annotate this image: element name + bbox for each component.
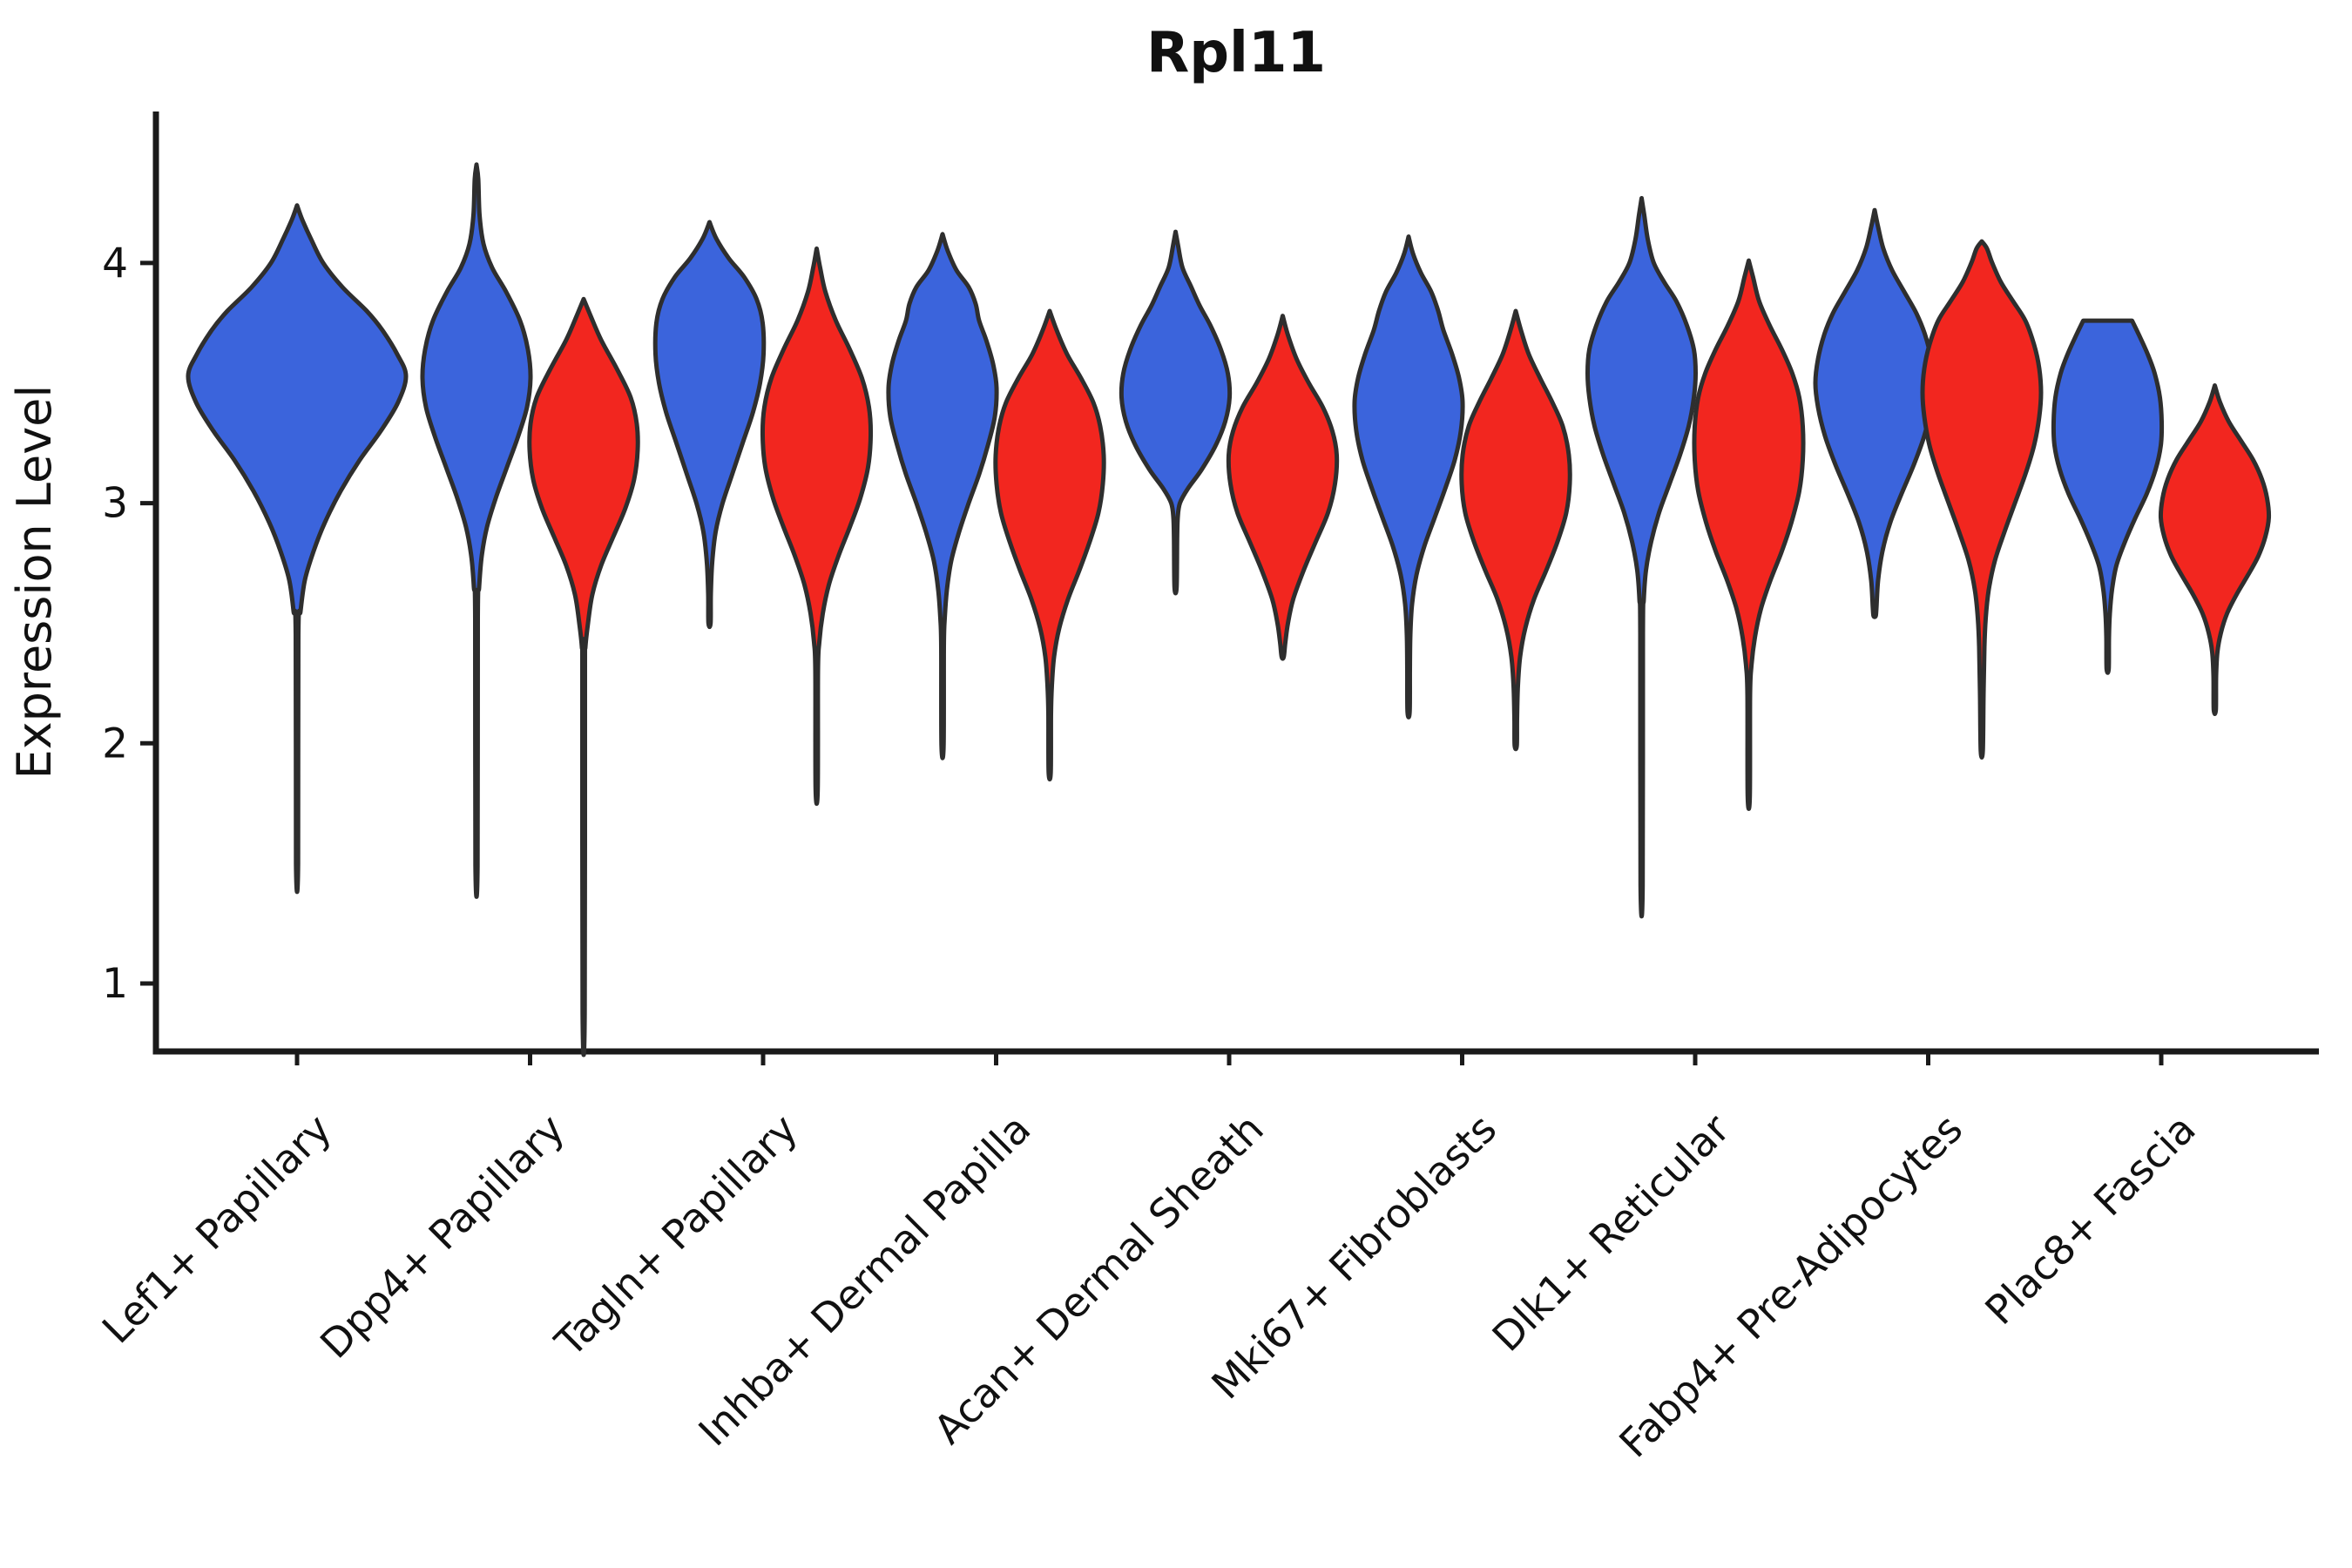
x-tick-label-8: Plac8+ Fascia [1976,1105,2204,1334]
violin-dpp4-group-blue [420,162,533,899]
violin-acan-group-blue [1119,229,1233,596]
y-tick-label-3: 3 [102,480,128,528]
violin-lef1-group-blue [186,203,409,895]
x-tick-label-1: Dpp4+ Papillary [311,1105,573,1368]
violin-dpp4-group-red [527,296,640,1058]
violin-inhba-group-red [993,308,1106,782]
violin-dlk1-group-red [1692,258,1806,811]
violin-mki67-group-red [1459,308,1572,752]
violin-tagln-group-red [760,246,874,807]
y-axis-label: Expression Level [7,385,62,780]
violin-tagln-group-blue [652,220,767,630]
violin-acan-group-red [1226,314,1340,661]
violin-mki67-group-blue [1352,234,1465,720]
x-tick-label-2: Tagln+ Papillary [545,1105,807,1367]
chart-title: Rpl11 [1146,21,1326,85]
violin-inhba-group-blue [886,232,999,760]
y-tick-label-4: 4 [102,240,128,287]
violin-dlk1-group-blue [1585,196,1698,919]
axes-layer [140,112,2319,1065]
y-tick-label-2: 2 [102,720,128,767]
x-tick-label-6: Dlk1+ Reticular [1484,1105,1739,1361]
violin-fabp4-group-red [1920,239,2044,760]
violins-layer [186,162,2272,1058]
violin-fabp4-group-blue [1813,207,1936,619]
violin-plac8-group-red [2158,383,2272,716]
violin-plac8-group-blue [2051,318,2165,675]
x-tick-label-0: Lef1+ Papillary [93,1105,341,1353]
y-tick-label-1: 1 [102,960,128,1008]
